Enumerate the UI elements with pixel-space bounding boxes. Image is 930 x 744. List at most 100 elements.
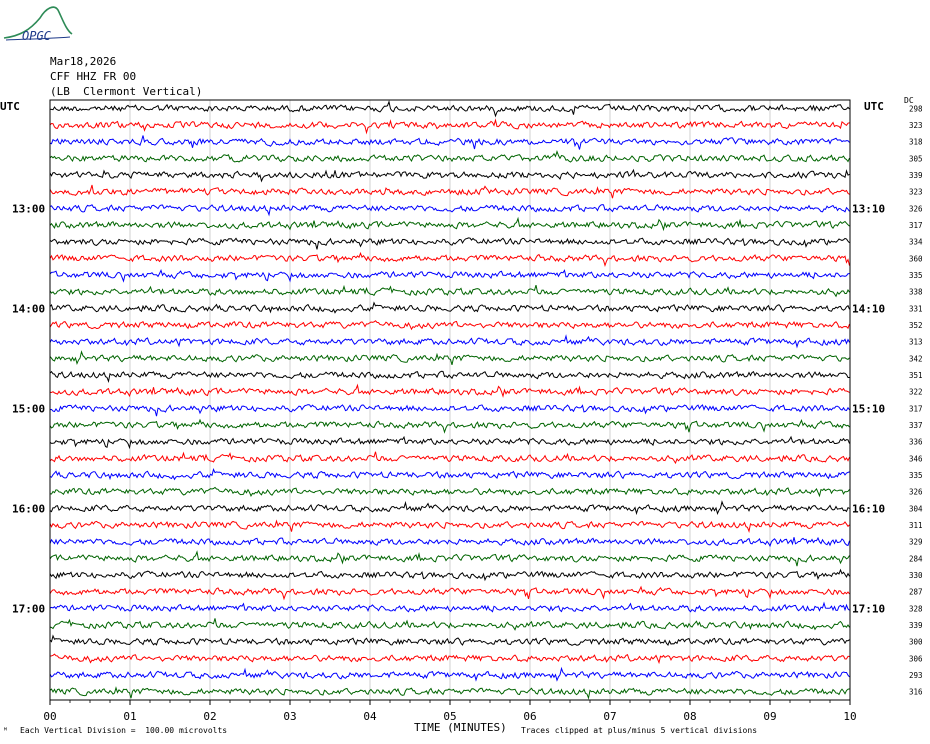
- seismic-trace: [49, 350, 850, 366]
- seismic-trace: [49, 550, 850, 567]
- opgc-logo: OPGC: [3, 6, 73, 43]
- seismic-trace: [49, 686, 850, 700]
- dc-offset-label: 326: [909, 488, 923, 497]
- seismic-trace: [49, 653, 850, 665]
- dc-offset-label: 328: [909, 604, 923, 613]
- x-tick-label: 01: [123, 710, 136, 723]
- x-tick-label: 10: [843, 710, 856, 723]
- right-time-label: 16:10: [852, 502, 885, 515]
- seismic-trace: [49, 383, 850, 398]
- footer-scale-note: Each Vertical Division = 100.00 microvol…: [20, 726, 228, 735]
- header-station: (LB Clermont Vertical): [50, 85, 203, 98]
- dc-offset-label: 322: [909, 388, 923, 397]
- seismic-trace: [49, 585, 850, 601]
- x-tick-label: 07: [603, 710, 616, 723]
- seismic-trace: [49, 284, 850, 298]
- seismic-trace: [49, 404, 850, 417]
- seismic-trace: [49, 568, 850, 582]
- dc-offset-label: 293: [909, 671, 923, 680]
- dc-offset-label: 339: [909, 171, 923, 180]
- header-date: Mar18,2026: [50, 55, 117, 68]
- dc-offset-label: 317: [909, 221, 923, 230]
- left-time-label: 13:00: [12, 202, 45, 215]
- seismic-trace: [49, 468, 850, 481]
- dc-offset-label: 318: [909, 138, 923, 147]
- dc-offset-label: 316: [909, 688, 923, 697]
- seismic-trace: [49, 500, 850, 516]
- left-time-label: 14:00: [12, 302, 45, 315]
- left-utc-label: UTC: [0, 100, 20, 113]
- logo-text: OPGC: [22, 29, 52, 43]
- seismic-trace: [49, 216, 850, 232]
- dc-offset-label: 313: [909, 338, 923, 347]
- seismic-trace: [49, 204, 850, 217]
- dc-offset-label: 346: [909, 454, 923, 463]
- dc-offset-label: 336: [909, 438, 923, 447]
- x-tick-label: 08: [683, 710, 696, 723]
- left-time-label: 17:00: [12, 602, 45, 615]
- dc-offset-label: 311: [909, 521, 923, 530]
- dc-offset-label: 305: [909, 154, 923, 163]
- dc-offset-label: 287: [909, 588, 923, 597]
- dc-offset-label: 317: [909, 404, 923, 413]
- x-tick-label: 09: [763, 710, 776, 723]
- dc-offset-label: 331: [909, 304, 923, 313]
- dc-offset-label: 298: [909, 104, 923, 113]
- seismic-trace: [49, 251, 850, 268]
- dc-offset-label: 337: [909, 421, 923, 430]
- seismic-trace: [49, 118, 850, 135]
- dc-offset-label: 284: [909, 554, 923, 563]
- seismic-trace: [49, 135, 850, 150]
- x-tick-label: 06: [523, 710, 536, 723]
- footer-marker: ᴹ: [3, 726, 8, 735]
- seismic-trace: [49, 370, 850, 384]
- seismic-trace: [49, 601, 850, 613]
- dc-offset-label: 334: [909, 238, 923, 247]
- right-time-label: 17:10: [852, 602, 885, 615]
- dc-offset-label: 339: [909, 621, 923, 630]
- seismic-trace: [49, 519, 850, 534]
- dc-offset-label: 326: [909, 204, 923, 213]
- seismic-trace: [49, 634, 850, 646]
- seismic-trace: [49, 486, 850, 498]
- dc-offset-label: 330: [909, 571, 923, 580]
- dc-offset-label: 304: [909, 504, 923, 513]
- seismic-trace: [49, 237, 850, 250]
- seismic-trace: [49, 536, 850, 548]
- seismic-trace: [49, 149, 850, 163]
- logo-mountain-icon: [3, 6, 73, 39]
- x-tick-label: 05: [443, 710, 456, 723]
- x-tick-label: 02: [203, 710, 216, 723]
- header-channel: CFF HHZ FR 00: [50, 70, 137, 83]
- seismic-trace: [49, 618, 850, 631]
- trace-group: [49, 100, 850, 700]
- x-tick-label: 04: [363, 710, 377, 723]
- dc-offset-label: 306: [909, 654, 923, 663]
- right-time-label: 14:10: [852, 302, 885, 315]
- footer-clip-note: Traces clipped at plus/minus 5 vertical …: [521, 726, 758, 735]
- x-tick-label: 00: [43, 710, 56, 723]
- dc-offset-label: 338: [909, 288, 923, 297]
- dc-label: DC: [904, 96, 914, 105]
- seismic-trace: [49, 269, 850, 283]
- dc-offset-label: 335: [909, 471, 923, 480]
- seismic-trace: [49, 418, 850, 434]
- left-time-label: 16:00: [12, 502, 45, 515]
- dc-offset-label: 323: [909, 188, 923, 197]
- x-axis-title: TIME (MINUTES): [414, 721, 507, 734]
- dc-offset-label: 300: [909, 638, 923, 647]
- dc-offset-label: 352: [909, 321, 923, 330]
- dc-offset-label: 360: [909, 254, 923, 263]
- dc-offset-label: 351: [909, 371, 923, 380]
- seismic-trace: [49, 451, 850, 465]
- label-group: 298 323 318 305 339 323 326 317 334 360 335 338 331 3…: [12, 104, 923, 723]
- chart-grid: [129, 100, 771, 700]
- seismic-trace: [49, 100, 850, 118]
- seismic-trace: [49, 184, 850, 199]
- dc-offset-label: 323: [909, 121, 923, 130]
- right-time-label: 13:10: [852, 202, 885, 215]
- seismic-trace: [49, 334, 850, 349]
- seismic-trace: [49, 301, 850, 314]
- seismic-trace: [49, 666, 850, 682]
